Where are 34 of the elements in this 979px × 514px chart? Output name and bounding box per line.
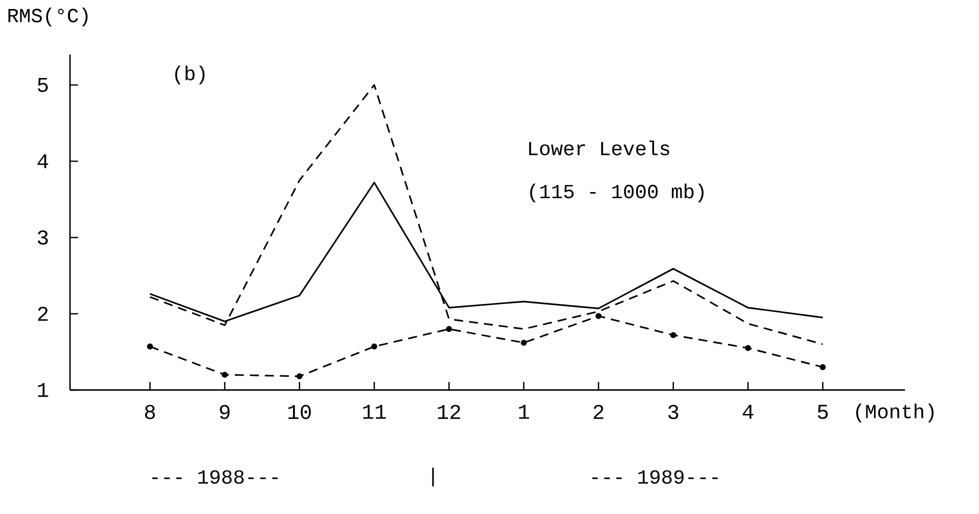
text: |: [432, 468, 434, 486]
point: [520, 340, 527, 346]
y-tick-label: 1: [38, 383, 48, 397]
point: [446, 326, 452, 332]
point: [820, 364, 826, 370]
y-tick-label: 3: [38, 230, 48, 245]
line-series: [149, 84, 824, 346]
x-tick-label: 3: [668, 404, 678, 420]
point: [670, 332, 676, 338]
x-tick-label: 12: [438, 404, 460, 419]
x-tick-label: 1: [518, 404, 530, 419]
text: --- 1989---: [592, 470, 718, 484]
y-tick-label: 5: [38, 78, 48, 92]
y-tick-label: 4: [38, 154, 48, 168]
x-tick-label: 9: [220, 404, 230, 420]
x-tick-label: 4: [742, 404, 754, 419]
point: [745, 345, 752, 352]
point: [371, 344, 378, 350]
point: [222, 372, 228, 378]
x-tick-label: 8: [145, 404, 155, 420]
x-tick-label: 11: [363, 404, 386, 419]
x-tick-label: 5: [818, 404, 828, 419]
y-axis-title: RMS(°C): [8, 8, 88, 26]
annotation: Lower Levels: [529, 140, 670, 156]
point: [296, 373, 302, 380]
point: [146, 344, 153, 350]
annotation: (115 - 1000 mb): [530, 184, 704, 202]
point: [596, 313, 602, 320]
x-axis-title: (Month): [856, 404, 934, 422]
annotation: (b): [175, 66, 205, 84]
y-tick-label: 2: [38, 306, 48, 321]
x-tick-label: 10: [288, 404, 311, 420]
text: --- 1988---: [152, 470, 278, 484]
x-tick-label: 2: [594, 404, 604, 419]
